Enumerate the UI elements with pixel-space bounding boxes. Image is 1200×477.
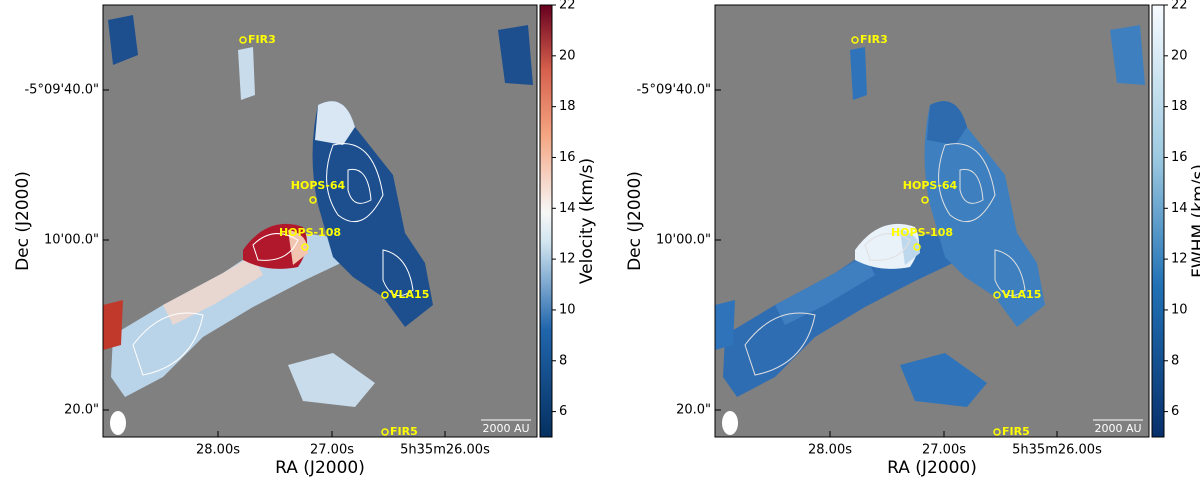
y-tick-label: 10'00.0" [656,233,711,248]
colorbar-tick-label: 10 [559,302,576,317]
contour [938,143,996,223]
emission-region [715,300,735,350]
emission-region [315,101,355,145]
source-marker [993,291,1001,299]
emission-region [927,101,967,145]
source-marker [301,243,309,251]
emission-region [103,300,123,350]
source-marker [239,36,247,44]
source-marker [851,36,859,44]
y-axis-label: Dec (J2000) [625,171,645,271]
x-axis-label: RA (J2000) [887,458,977,477]
scale-bar-label: 2000 AU [1094,422,1141,435]
colorbar-scale [1151,4,1165,438]
colorbar-tick-label: 14 [559,201,576,216]
y-tick-label: 10'00.0" [44,233,99,248]
source-marker [381,291,389,299]
colorbar-tick-label: 22 [1171,0,1188,13]
frame [102,4,538,438]
contour [959,168,984,204]
colorbar-tick-label: 16 [559,150,576,165]
colorbar-label: Velocity (km/s) [577,158,597,284]
source-marker [913,243,921,251]
emission-region [288,230,308,265]
source-label: HOPS-64 [291,179,346,192]
colorbar-tick-label: 12 [1171,252,1188,267]
source-label: FIR5 [1002,425,1030,438]
colorbar: 6 8 10 12 14 16 18 20 22 Velocity (km/s) [539,0,597,438]
y-tick-label: 20.0" [64,403,99,418]
beam [110,411,126,435]
emission-region [720,15,750,65]
source-marker [381,428,389,436]
emission-region [163,255,263,325]
x-tick-label: 27.00s [310,443,354,458]
emission-region [111,233,341,397]
beam [722,411,738,435]
source-label: FIR5 [390,425,418,438]
x-tick-label: 27.00s [922,443,966,458]
emission-region [288,353,375,407]
colorbar-tick-label: 6 [559,404,567,419]
x-axis-label: RA (J2000) [275,458,365,477]
contour [252,233,299,261]
source-marker [993,428,1001,436]
source-label: HOPS-108 [279,226,341,239]
x-tick-label: 28.00s [808,443,852,458]
emission-region [108,15,138,65]
contour [994,249,1026,297]
source-label: HOPS-108 [891,226,953,239]
panel: FIR3 HOPS-64 HOPS-108 VLA15 FIR5 2000 AU 28.00… [13,0,597,477]
source-marker [309,196,317,204]
contour [864,233,911,261]
emission-region [238,47,255,100]
contour [326,143,384,223]
x-tick-label: 28.00s [196,443,240,458]
emission-region [900,353,987,407]
x-tick-label: 5h35m26.00s [1012,443,1102,458]
colorbar-tick-label: 18 [1171,99,1188,114]
panel: FIR3 HOPS-64 HOPS-108 VLA15 FIR5 2000 AU 28.00… [625,0,1200,477]
emission-region [498,25,533,85]
contour [347,168,372,204]
colorbar-tick-label: 8 [1171,353,1179,368]
colorbar-tick-label: 16 [1171,150,1188,165]
emission-region [312,101,433,327]
contour [382,249,414,297]
emission-region [775,255,875,325]
source-label: FIR3 [860,33,888,46]
colorbar-label: FWHM (km/s) [1189,164,1200,278]
colorbar-scale [539,4,553,438]
source-label: VLA15 [1002,288,1041,301]
contour [744,312,816,376]
contour [132,312,204,376]
source-label: FIR3 [248,33,276,46]
x-tick-label: 5h35m26.00s [400,443,490,458]
colorbar-tick-label: 12 [559,252,576,267]
colorbar-tick-label: 14 [1171,201,1188,216]
source-marker [921,196,929,204]
colorbar-tick-label: 20 [559,48,576,63]
emission-region [900,230,920,265]
colorbar-tick-label: 6 [1171,404,1179,419]
y-tick-label: 20.0" [676,403,711,418]
colorbar-tick-label: 20 [1171,48,1188,63]
scale-bar-label: 2000 AU [482,422,529,435]
y-axis-label: Dec (J2000) [13,171,33,271]
colorbar: 6 8 10 12 14 16 18 20 22 FWHM (km/s) [1151,0,1200,438]
source-label: VLA15 [390,288,429,301]
colorbar-tick-label: 10 [1171,302,1188,317]
source-label: HOPS-64 [903,179,958,192]
emission-region [850,47,867,100]
frame [714,4,1150,438]
y-tick-label: -5°09'40.0" [24,83,99,98]
emission-region [924,101,1045,327]
colorbar-tick-label: 22 [559,0,576,13]
emission-region [1110,25,1145,85]
colorbar-tick-label: 18 [559,99,576,114]
y-tick-label: -5°09'40.0" [636,83,711,98]
colorbar-tick-label: 8 [559,353,567,368]
emission-region [723,233,953,397]
